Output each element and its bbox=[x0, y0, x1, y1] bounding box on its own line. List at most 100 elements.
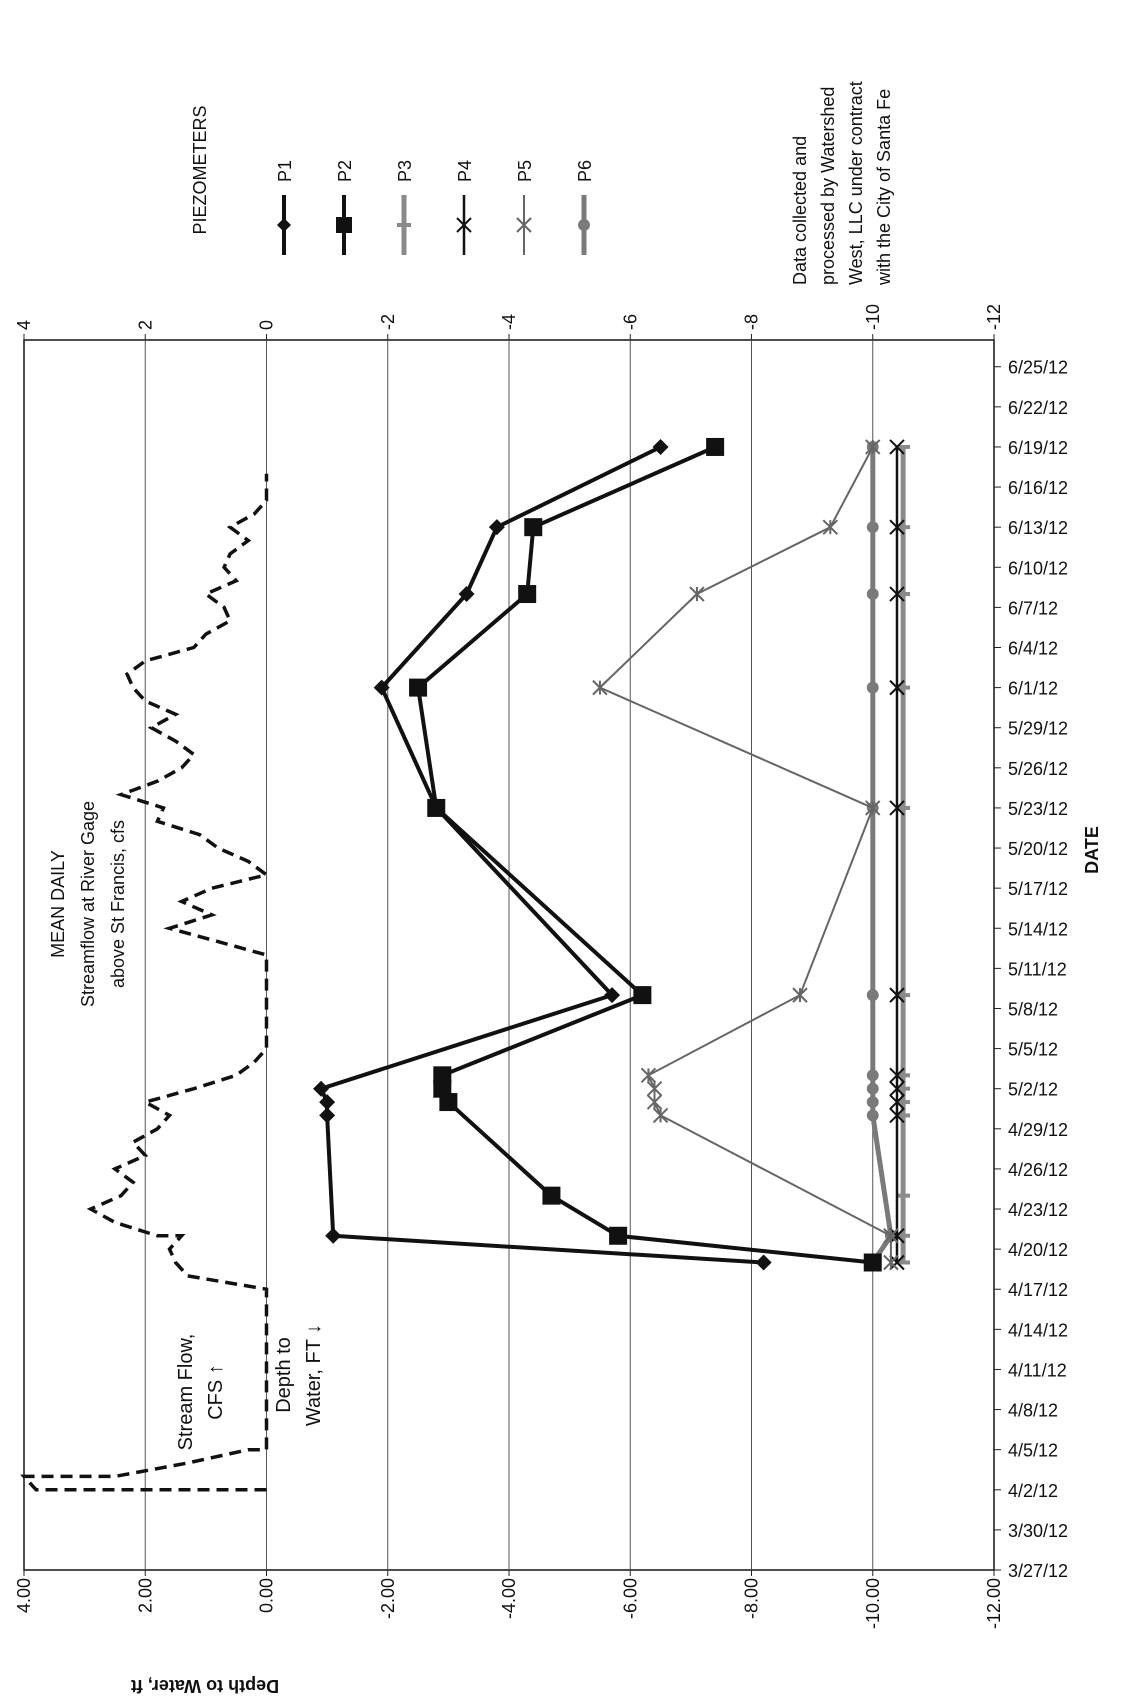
data-point-p6 bbox=[866, 989, 879, 1002]
data-point-p1 bbox=[488, 519, 505, 536]
legend: PIEZOMETERS P1 P2 P3 P4 P5 P6 bbox=[190, 105, 595, 255]
data-point-p6 bbox=[866, 588, 879, 600]
data-point-p3 bbox=[896, 1113, 911, 1118]
data-point-p4 bbox=[889, 586, 905, 602]
data-point-p5 bbox=[883, 1228, 899, 1244]
date-tick-label: 6/19/12 bbox=[1008, 438, 1068, 458]
data-point-p6 bbox=[866, 1069, 879, 1082]
right-axis-tick-label: 0 bbox=[257, 320, 277, 330]
data-point-p2 bbox=[633, 986, 652, 1005]
series-p4 bbox=[889, 439, 905, 1271]
date-tick-label: 4/11/12 bbox=[1008, 1360, 1067, 1380]
legend-marker bbox=[277, 218, 291, 232]
depth-to-water-line: Depth to bbox=[273, 1337, 295, 1413]
date-tick-label: 6/13/12 bbox=[1008, 518, 1068, 538]
date-tick-label: 4/17/12 bbox=[1008, 1280, 1068, 1300]
data-point-p4 bbox=[889, 679, 905, 696]
left-axis-tick-label: -2.00 bbox=[378, 1578, 398, 1619]
date-tick-label: 4/8/12 bbox=[1008, 1401, 1058, 1421]
data-point-p1 bbox=[319, 1094, 336, 1111]
data-point-p6 bbox=[866, 1082, 879, 1095]
credit-annotation: Data collected and processed by Watershe… bbox=[790, 81, 894, 286]
data-point-p3 bbox=[896, 1073, 911, 1078]
date-tick-label: 6/4/12 bbox=[1008, 639, 1058, 659]
right-axis-tick-label: -2 bbox=[378, 314, 398, 330]
left-axis-tick-label: 4.00 bbox=[14, 1578, 34, 1613]
data-point-p2 bbox=[409, 678, 428, 697]
data-point-p3 bbox=[896, 525, 911, 530]
data-point-p2 bbox=[433, 1066, 452, 1085]
legend-title: PIEZOMETERS bbox=[190, 105, 210, 234]
data-point-p6 bbox=[866, 1109, 879, 1122]
data-point-p1 bbox=[604, 987, 621, 1004]
credit-line: Data collected and bbox=[790, 136, 810, 285]
data-point-p2 bbox=[706, 437, 725, 456]
legend-marker bbox=[516, 217, 532, 233]
data-point-p4 bbox=[889, 439, 905, 455]
legend-label: P5 bbox=[515, 160, 535, 182]
right-axis-tick-label: -8 bbox=[742, 314, 762, 330]
data-point-p3 bbox=[896, 592, 911, 597]
data-point-p3 bbox=[896, 444, 911, 449]
right-axis-tick-label: -10 bbox=[863, 304, 883, 330]
legend-item-p4: P4 bbox=[455, 160, 475, 255]
data-point-p3 bbox=[896, 993, 911, 998]
legend-marker bbox=[456, 217, 472, 233]
data-point-p6 bbox=[866, 681, 879, 694]
right-axis-tick-label: -4 bbox=[499, 314, 519, 330]
data-point-p3 bbox=[896, 1100, 911, 1105]
data-point-p4 bbox=[889, 1228, 905, 1244]
data-point-p5 bbox=[689, 586, 705, 602]
data-point-p4 bbox=[889, 1080, 905, 1097]
date-tick-label: 5/20/12 bbox=[1008, 839, 1068, 859]
date-tick-label: 4/29/12 bbox=[1008, 1120, 1068, 1140]
data-point-p6 bbox=[866, 1096, 879, 1109]
date-tick-label: 5/5/12 bbox=[1008, 1040, 1058, 1060]
left-axis-tick-label: -4.00 bbox=[499, 1578, 519, 1619]
data-point-p5 bbox=[865, 439, 881, 455]
series-p6 bbox=[866, 441, 897, 1269]
data-point-p5 bbox=[652, 1107, 669, 1124]
data-point-p2 bbox=[518, 585, 537, 604]
date-tick-label: 5/8/12 bbox=[1008, 999, 1058, 1019]
left-axis-tick-label: 0.00 bbox=[257, 1578, 277, 1613]
legend-item-p6: P6 bbox=[575, 160, 595, 255]
data-point-p5 bbox=[646, 1094, 663, 1110]
series-line-p2 bbox=[415, 445, 874, 1265]
depth-to-water-line: Water, FT ↓ bbox=[303, 1324, 325, 1426]
x-axis-title: DATE bbox=[1082, 826, 1102, 874]
series-layer bbox=[313, 437, 911, 1272]
left-axis-tick-label: -10.00 bbox=[863, 1578, 883, 1629]
data-point-p1 bbox=[428, 799, 445, 816]
series-p2 bbox=[409, 437, 882, 1272]
series-line-p5 bbox=[598, 446, 892, 1263]
left-axis-tick-label: -8.00 bbox=[742, 1578, 762, 1619]
data-point-p1 bbox=[319, 1107, 336, 1124]
stream-flow-line: Stream Flow, bbox=[175, 1334, 197, 1451]
data-point-p5 bbox=[883, 1254, 899, 1271]
legend-marker bbox=[578, 219, 590, 231]
date-tick-label: 4/23/12 bbox=[1008, 1200, 1068, 1220]
date-tick-label: 4/5/12 bbox=[1008, 1441, 1058, 1461]
date-tick-label: 6/10/12 bbox=[1008, 558, 1068, 578]
depth-to-water-annotation: Depth to Water, FT ↓ bbox=[273, 1324, 325, 1426]
data-point-p1 bbox=[652, 438, 669, 455]
legend-marker bbox=[336, 217, 352, 233]
date-tick-label: 6/25/12 bbox=[1008, 358, 1068, 378]
stream-flow-line: CFS ↑ bbox=[205, 1364, 227, 1420]
mean-daily-line: Streamflow at River Gage bbox=[78, 801, 98, 1007]
date-tick-label: 5/2/12 bbox=[1008, 1080, 1058, 1100]
data-point-p3 bbox=[896, 685, 911, 690]
data-point-p4 bbox=[889, 800, 905, 816]
legend-item-p2: P2 bbox=[335, 160, 355, 255]
date-tick-label: 5/11/12 bbox=[1008, 959, 1067, 979]
data-point-p4 bbox=[889, 519, 905, 535]
data-point-p3 bbox=[896, 1086, 911, 1091]
data-point-p5 bbox=[792, 987, 808, 1003]
data-point-p5 bbox=[640, 1067, 657, 1084]
right-axis-tick-label: -6 bbox=[620, 314, 640, 330]
credit-line: with the City of Santa Fe bbox=[874, 89, 894, 286]
data-point-p5 bbox=[822, 519, 839, 535]
date-tick-label: 6/16/12 bbox=[1008, 478, 1068, 498]
